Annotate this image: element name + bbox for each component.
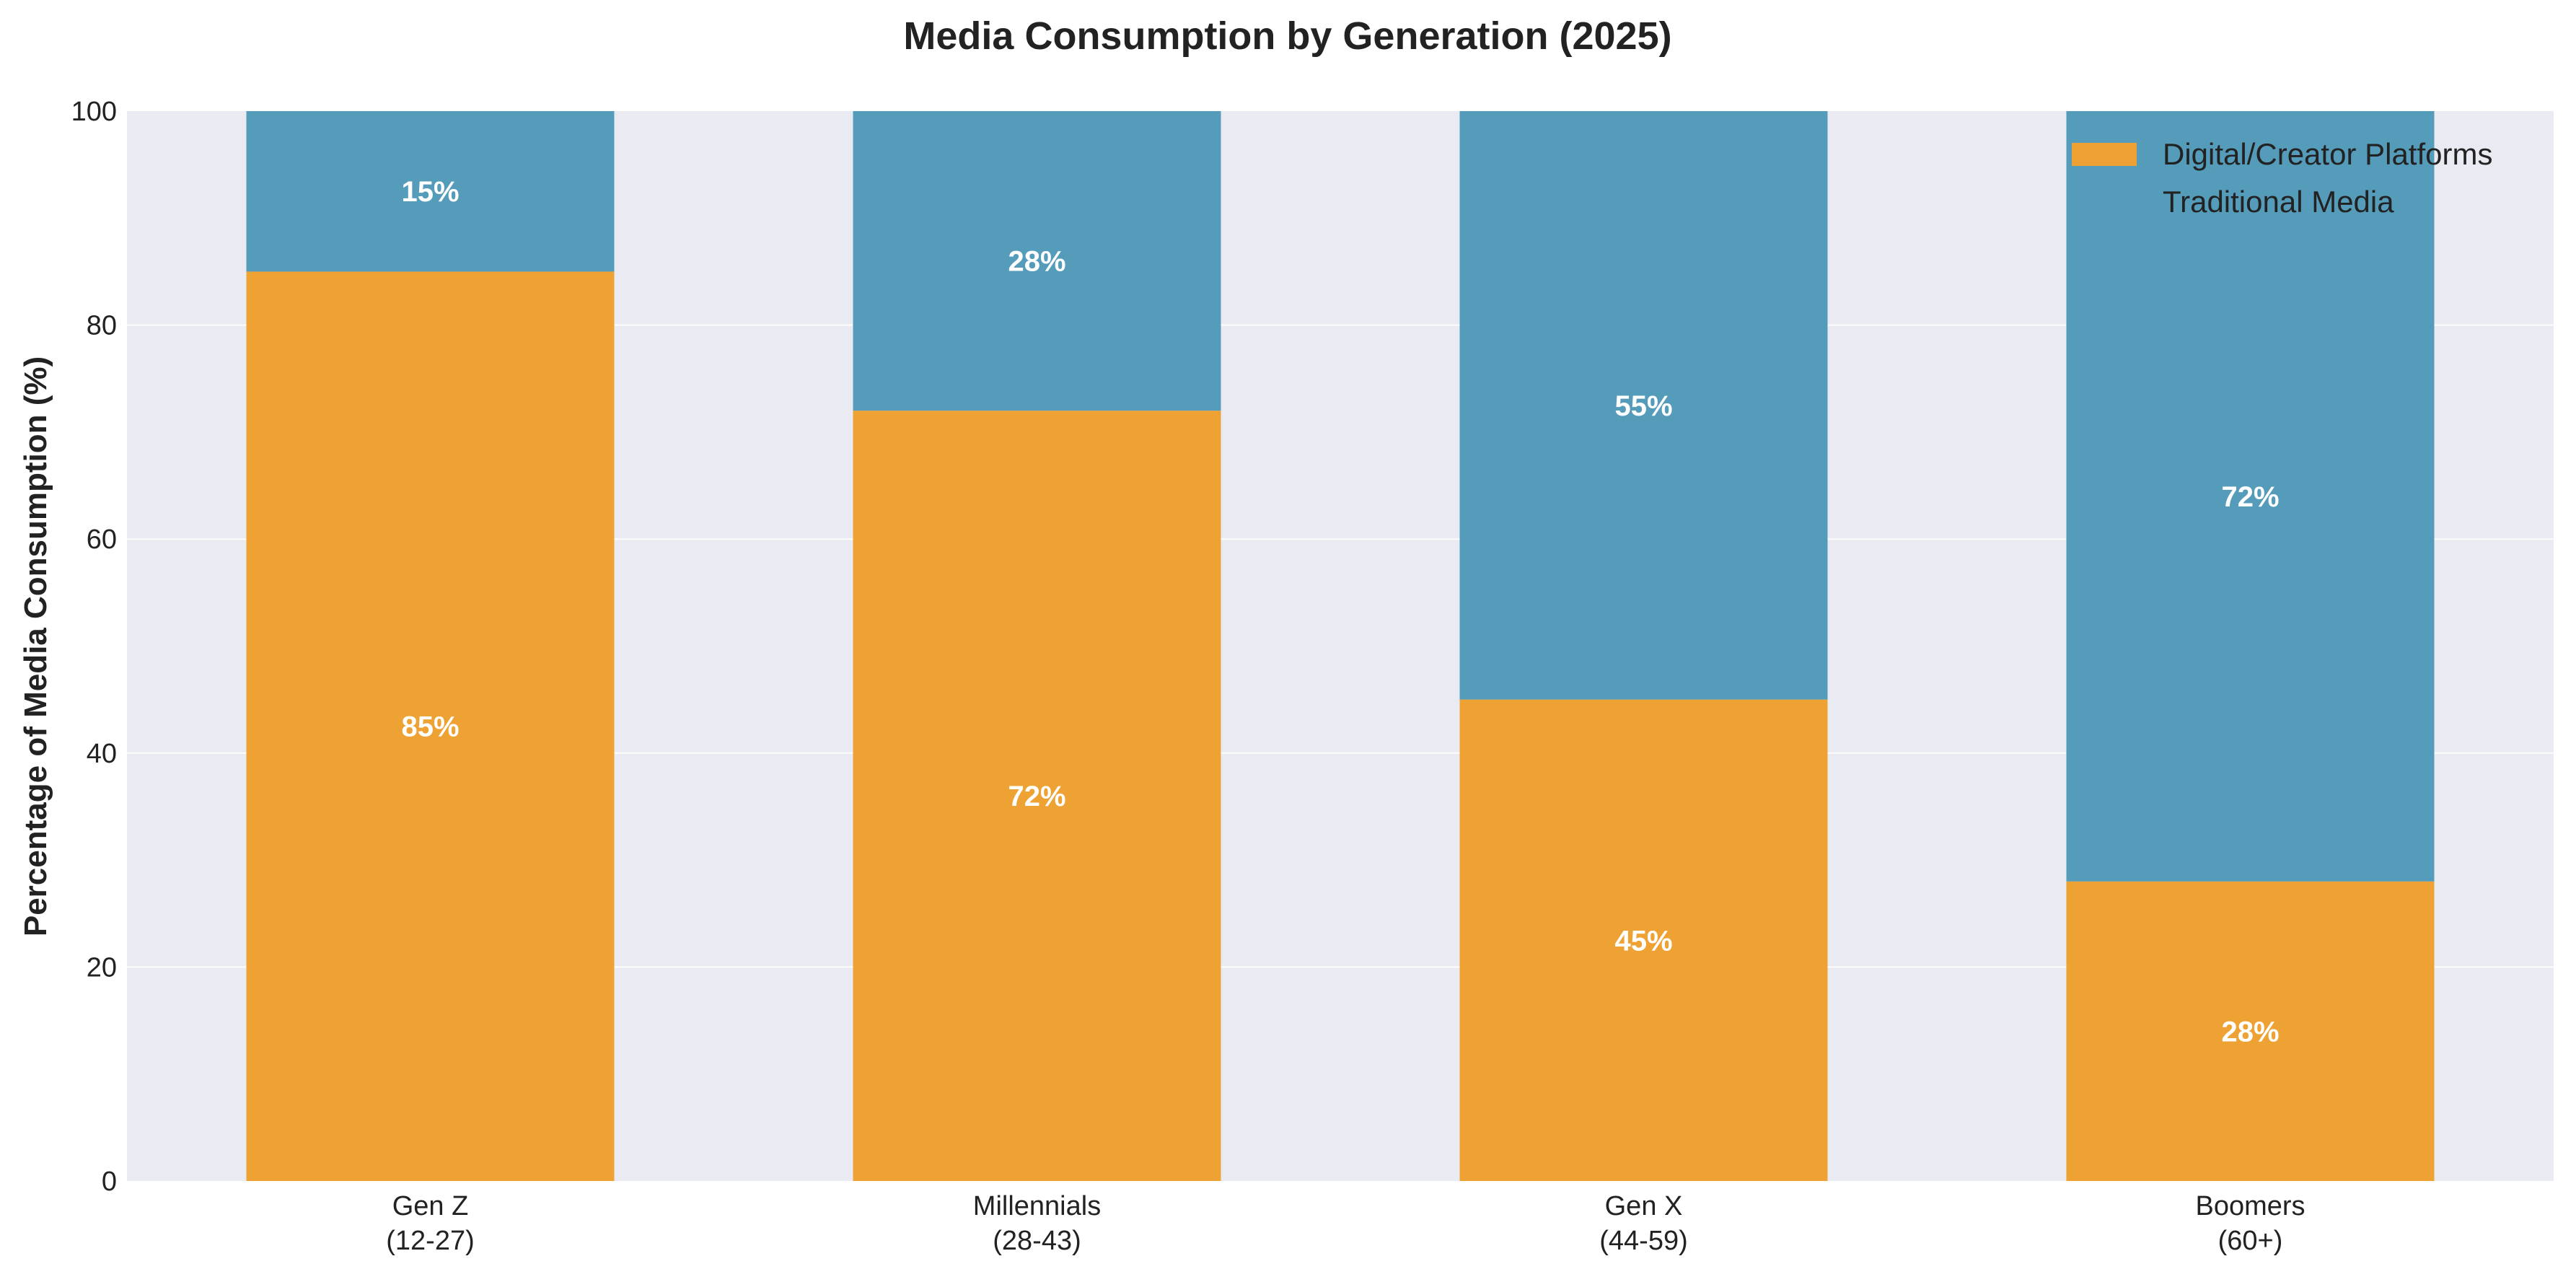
y-tick-label: 40 (87, 739, 117, 769)
data-label: 72% (2221, 481, 2279, 513)
bar-digital (853, 410, 1221, 1181)
x-tick-label: Gen X (1605, 1191, 1683, 1221)
x-tick-label: Gen Z (392, 1191, 469, 1221)
chart-title: Media Consumption by Generation (2025) (903, 14, 1671, 58)
data-label: 85% (401, 711, 459, 743)
data-label: 55% (1614, 390, 1672, 422)
bar-traditional (853, 111, 1221, 411)
y-axis: 0 20 40 60 80 100 (71, 97, 117, 1197)
y-tick-label: 0 (102, 1167, 117, 1197)
legend-label: Digital/Creator Platforms (2163, 137, 2492, 171)
y-axis-label: Percentage of Media Consumption (%) (18, 356, 53, 936)
bars (246, 111, 2435, 1182)
data-labels: 85% 15% 72% 28% 45% 55% 28% 72% (401, 176, 2279, 1048)
legend-swatch (2072, 190, 2137, 214)
x-tick-label: Boomers (2195, 1191, 2305, 1221)
x-tick-sublabel: (60+) (2218, 1226, 2283, 1256)
bar-digital (1459, 699, 1828, 1181)
y-tick-label: 60 (87, 524, 117, 555)
bar-traditional (246, 111, 615, 272)
y-tick-label: 80 (87, 311, 117, 341)
x-tick-sublabel: (44-59) (1599, 1226, 1688, 1256)
x-axis: Gen Z (12-27) Millennials (28-43) Gen X (44-5… (386, 1191, 2305, 1256)
data-label: 72% (1008, 781, 1065, 812)
bar-traditional (1459, 111, 1828, 700)
y-tick-label: 20 (87, 952, 117, 983)
data-label: 45% (1614, 925, 1672, 957)
legend: Digital/Creator Platforms Traditional Med… (2072, 137, 2492, 219)
legend-swatch (2072, 143, 2137, 166)
y-tick-label: 100 (71, 97, 117, 127)
bar-digital (2066, 881, 2435, 1181)
x-tick-sublabel: (28-43) (993, 1226, 1081, 1256)
data-label: 28% (1008, 246, 1065, 278)
x-tick-sublabel: (12-27) (386, 1226, 475, 1256)
x-tick-label: Millennials (973, 1191, 1101, 1221)
bar-traditional (2066, 111, 2435, 882)
legend-label: Traditional Media (2163, 185, 2394, 219)
bar-digital (246, 271, 615, 1182)
data-label: 15% (401, 176, 459, 208)
data-label: 28% (2221, 1016, 2279, 1048)
